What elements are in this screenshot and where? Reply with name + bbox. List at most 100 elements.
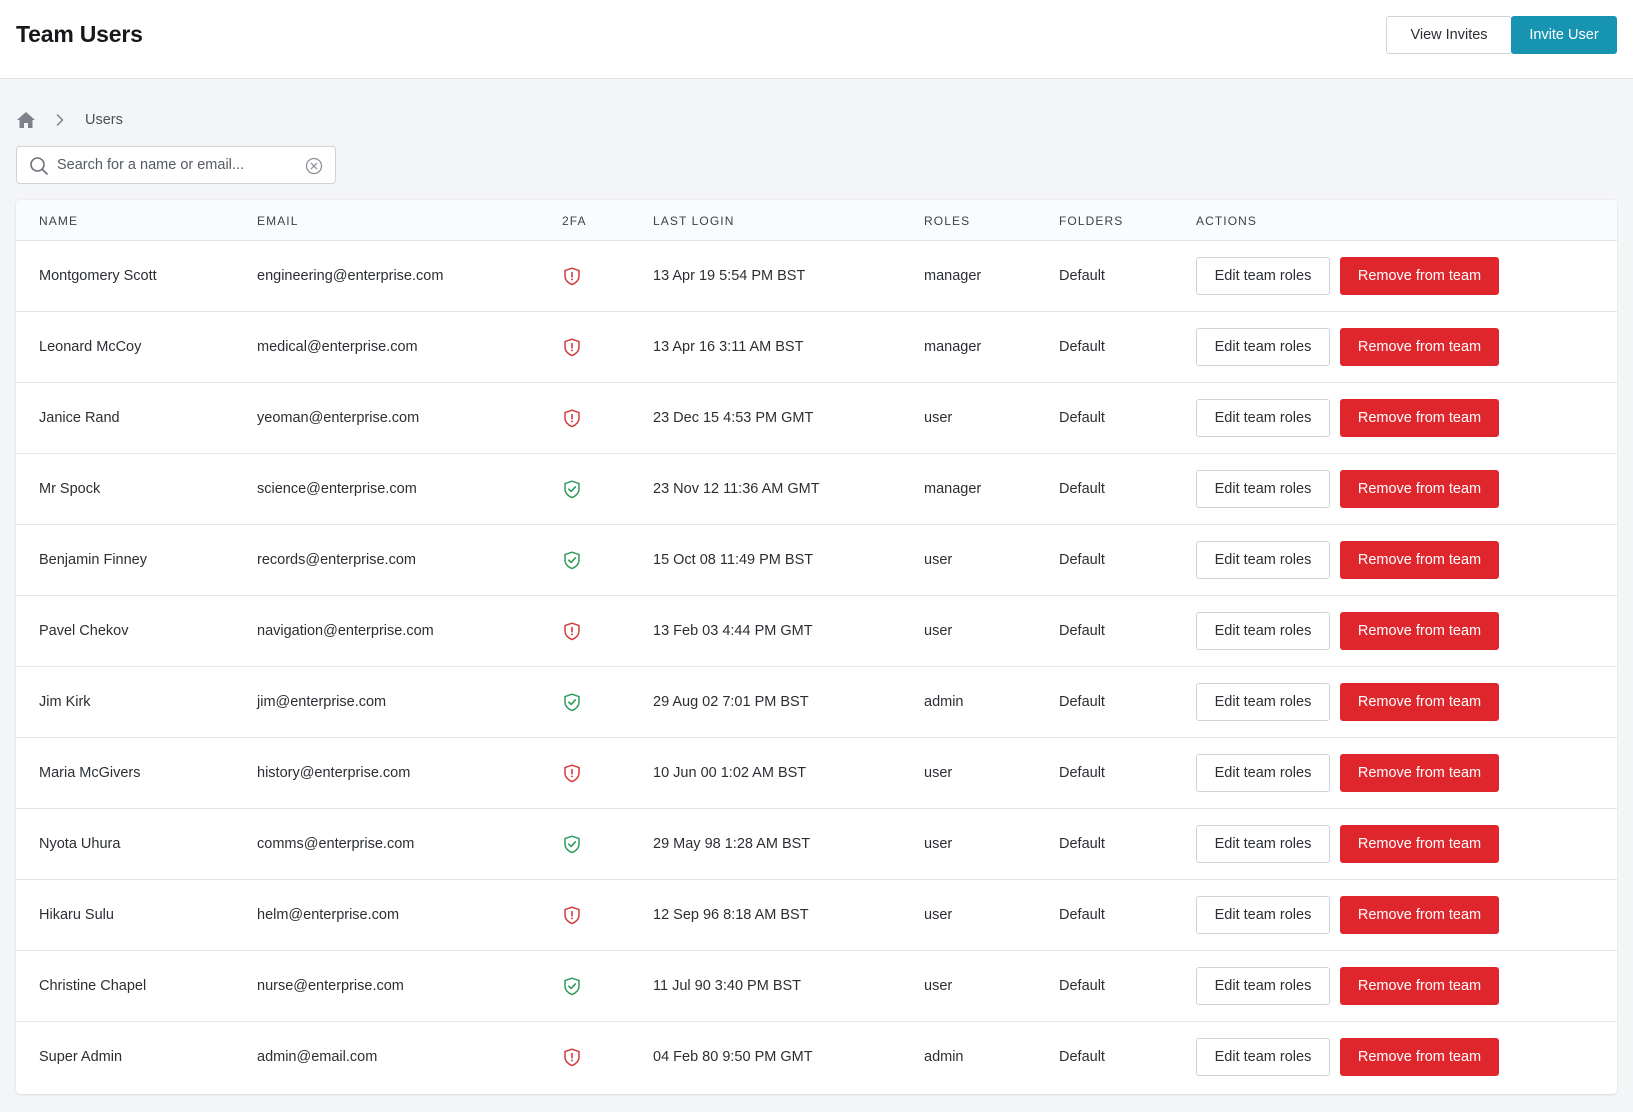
remove-from-team-button[interactable]: Remove from team (1340, 399, 1499, 437)
user-name: Maria McGivers (39, 765, 141, 781)
breadcrumb-current: Users (85, 112, 123, 128)
remove-from-team-button[interactable]: Remove from team (1340, 328, 1499, 366)
user-folder: Default (1059, 623, 1105, 639)
remove-from-team-button[interactable]: Remove from team (1340, 967, 1499, 1005)
user-role: user (924, 907, 953, 923)
user-role: manager (924, 268, 982, 284)
user-role: user (924, 623, 953, 639)
edit-team-roles-button[interactable]: Edit team roles (1196, 1038, 1330, 1076)
table-body: Montgomery Scott engineering@enterprise.… (16, 241, 1617, 1093)
remove-from-team-button[interactable]: Remove from team (1340, 612, 1499, 650)
user-folder: Default (1059, 268, 1105, 284)
user-folder: Default (1059, 552, 1105, 568)
page-title: Team Users (16, 21, 143, 47)
table-row: Christine Chapel nurse@enterprise.com 11… (16, 951, 1617, 1022)
user-last-login: 13 Feb 03 4:44 PM GMT (653, 623, 813, 639)
user-folder: Default (1059, 907, 1105, 923)
user-email: helm@enterprise.com (257, 907, 400, 923)
column-header-2fa: 2FA (562, 214, 587, 228)
remove-from-team-button[interactable]: Remove from team (1340, 1038, 1499, 1076)
table-row: Nyota Uhura comms@enterprise.com 29 May … (16, 809, 1617, 880)
user-role: user (924, 552, 953, 568)
user-last-login: 23 Nov 12 11:36 AM GMT (653, 481, 820, 497)
user-last-login: 12 Sep 96 8:18 AM BST (653, 907, 809, 923)
edit-team-roles-button[interactable]: Edit team roles (1196, 612, 1330, 650)
user-last-login: 10 Jun 00 1:02 AM BST (653, 765, 807, 781)
user-last-login: 29 Aug 02 7:01 PM BST (653, 694, 809, 710)
edit-team-roles-button[interactable]: Edit team roles (1196, 328, 1330, 366)
clear-search-icon[interactable] (305, 157, 323, 175)
shield-alert-icon (563, 622, 581, 641)
user-folder: Default (1059, 339, 1105, 355)
table-row: Leonard McCoy medical@enterprise.com 13 … (16, 312, 1617, 383)
user-name: Super Admin (39, 1049, 123, 1065)
breadcrumb: Users (16, 108, 123, 132)
user-last-login: 15 Oct 08 11:49 PM BST (653, 552, 814, 568)
shield-alert-icon (563, 764, 581, 783)
column-header-name: NAME (39, 214, 79, 228)
user-role: user (924, 765, 953, 781)
column-header-folders: FOLDERS (1059, 214, 1124, 228)
table-row: Benjamin Finney records@enterprise.com 1… (16, 525, 1617, 596)
user-role: manager (924, 481, 982, 497)
remove-from-team-button[interactable]: Remove from team (1340, 470, 1499, 508)
search-input[interactable] (57, 153, 297, 177)
table-row: Pavel Chekov navigation@enterprise.com 1… (16, 596, 1617, 667)
user-name: Leonard McCoy (39, 339, 142, 355)
user-role: manager (924, 339, 982, 355)
table-row: Janice Rand yeoman@enterprise.com 23 Dec… (16, 383, 1617, 454)
user-email: navigation@enterprise.com (257, 623, 434, 639)
user-role: user (924, 836, 953, 852)
edit-team-roles-button[interactable]: Edit team roles (1196, 754, 1330, 792)
user-email: nurse@enterprise.com (257, 978, 404, 994)
user-last-login: 23 Dec 15 4:53 PM GMT (653, 410, 814, 426)
remove-from-team-button[interactable]: Remove from team (1340, 754, 1499, 792)
user-name: Benjamin Finney (39, 552, 147, 568)
user-folder: Default (1059, 978, 1105, 994)
remove-from-team-button[interactable]: Remove from team (1340, 257, 1499, 295)
table-row: Jim Kirk jim@enterprise.com 29 Aug 02 7:… (16, 667, 1617, 738)
user-name: Jim Kirk (39, 694, 91, 710)
user-name: Christine Chapel (39, 978, 147, 994)
user-last-login: 13 Apr 19 5:54 PM BST (653, 268, 806, 284)
edit-team-roles-button[interactable]: Edit team roles (1196, 257, 1330, 295)
user-email: science@enterprise.com (257, 481, 417, 497)
edit-team-roles-button[interactable]: Edit team roles (1196, 896, 1330, 934)
remove-from-team-button[interactable]: Remove from team (1340, 683, 1499, 721)
edit-team-roles-button[interactable]: Edit team roles (1196, 541, 1330, 579)
user-name: Montgomery Scott (39, 268, 157, 284)
shield-check-icon (563, 693, 581, 712)
user-email: comms@enterprise.com (257, 836, 415, 852)
remove-from-team-button[interactable]: Remove from team (1340, 896, 1499, 934)
user-folder: Default (1059, 481, 1105, 497)
user-role: admin (924, 1049, 964, 1065)
remove-from-team-button[interactable]: Remove from team (1340, 825, 1499, 863)
invite-user-button[interactable]: Invite User (1511, 16, 1617, 54)
shield-alert-icon (563, 267, 581, 286)
remove-from-team-button[interactable]: Remove from team (1340, 541, 1499, 579)
user-email: jim@enterprise.com (257, 694, 387, 710)
user-folder: Default (1059, 765, 1105, 781)
user-folder: Default (1059, 410, 1105, 426)
edit-team-roles-button[interactable]: Edit team roles (1196, 825, 1330, 863)
shield-check-icon (563, 551, 581, 570)
user-last-login: 04 Feb 80 9:50 PM GMT (653, 1049, 813, 1065)
view-invites-button[interactable]: View Invites (1386, 16, 1512, 54)
edit-team-roles-button[interactable]: Edit team roles (1196, 683, 1330, 721)
edit-team-roles-button[interactable]: Edit team roles (1196, 399, 1330, 437)
home-icon[interactable] (16, 110, 36, 130)
edit-team-roles-button[interactable]: Edit team roles (1196, 470, 1330, 508)
user-email: records@enterprise.com (257, 552, 416, 568)
user-email: history@enterprise.com (257, 765, 411, 781)
shield-alert-icon (563, 906, 581, 925)
user-name: Nyota Uhura (39, 836, 121, 852)
user-name: Hikaru Sulu (39, 907, 114, 923)
column-header-last-login: LAST LOGIN (653, 214, 735, 228)
edit-team-roles-button[interactable]: Edit team roles (1196, 967, 1330, 1005)
search-icon (29, 156, 49, 176)
column-header-actions: ACTIONS (1196, 214, 1258, 228)
user-role: user (924, 410, 953, 426)
table-row: Super Admin admin@email.com 04 Feb 80 9:… (16, 1022, 1617, 1093)
table-header: NAME EMAIL 2FA LAST LOGIN ROLES FOLDERS … (16, 200, 1617, 241)
column-header-email: EMAIL (257, 214, 299, 228)
